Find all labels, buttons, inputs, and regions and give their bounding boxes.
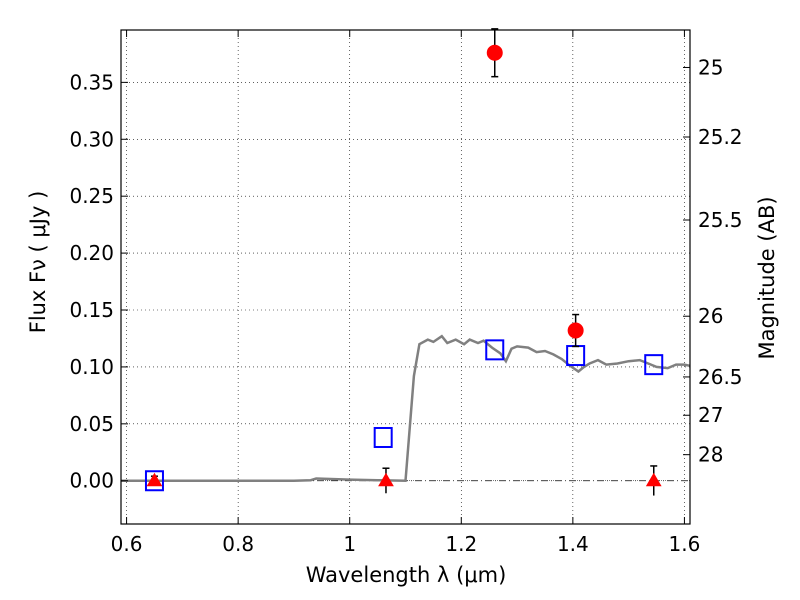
model-photometry-point <box>644 354 664 376</box>
y-tick-label: 0.05 <box>69 412 114 436</box>
y-tick-label: 0.35 <box>69 70 114 94</box>
x-tick-label: 1.6 <box>669 532 701 556</box>
tick-labels: 0.6 0.8 1 1.2 1.4 1.6 0.00 0.05 0.10 0.15 0.20 0.25… <box>69 55 742 556</box>
y-tick-label: 0.10 <box>69 355 114 379</box>
y-axis-title: Flux Fν ( μJy ) <box>26 191 50 334</box>
right-tick-label: 27 <box>698 403 723 427</box>
y-tick-label: 0.00 <box>69 469 114 493</box>
model-photometry-point <box>144 470 164 492</box>
detection-point <box>486 44 503 61</box>
upper-limit-point <box>378 472 394 487</box>
y-tick-label: 0.20 <box>69 241 114 265</box>
x-tick-label: 0.6 <box>111 532 143 556</box>
right-axis-title: Magnitude (AB) <box>755 196 779 359</box>
right-tick-label: 28 <box>698 443 723 467</box>
x-tick-label: 1.2 <box>445 532 477 556</box>
plot-frame <box>120 29 691 525</box>
model-photometry-point <box>566 345 586 367</box>
x-tick-label: 1 <box>343 532 356 556</box>
y-tick-label: 0.30 <box>69 127 114 151</box>
detection-point <box>567 322 584 339</box>
model-sed-layer <box>121 334 691 482</box>
right-tick-label: 25.5 <box>698 208 743 232</box>
right-tick-label: 25.2 <box>698 125 743 149</box>
model-sed-curve <box>121 334 691 482</box>
x-tick-label: 0.8 <box>222 532 254 556</box>
right-tick-label: 25 <box>698 55 723 79</box>
right-tick-label: 26 <box>698 304 723 328</box>
axis-ticks <box>121 30 690 524</box>
data-marks <box>144 28 664 496</box>
x-axis-title: Wavelength λ (μm) <box>306 563 507 587</box>
upper-limit-point <box>146 472 163 487</box>
y-tick-label: 0.25 <box>69 184 114 208</box>
x-tick-label: 1.4 <box>557 532 589 556</box>
grid <box>121 30 690 524</box>
right-tick-label: 26.5 <box>698 365 743 389</box>
model-photometry-point <box>485 339 505 361</box>
model-photometry-point <box>373 426 393 448</box>
y-tick-label: 0.15 <box>69 298 114 322</box>
upper-limit-point <box>645 472 662 487</box>
